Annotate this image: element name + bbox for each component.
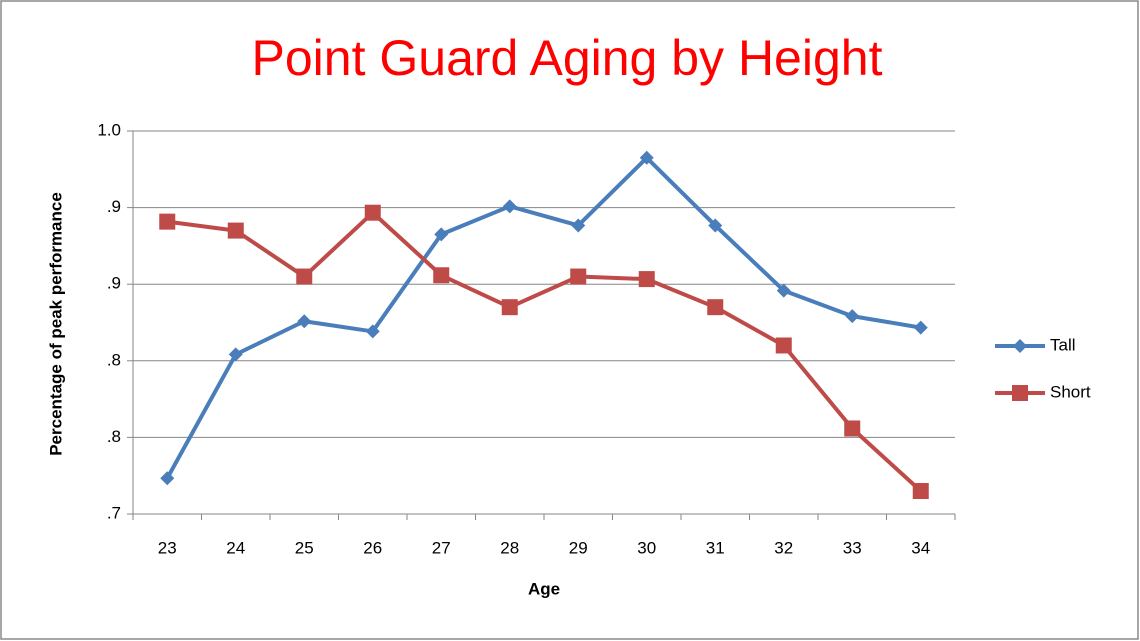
marker: [159, 213, 176, 230]
marker: [364, 204, 381, 221]
marker: [708, 218, 723, 233]
y-tick-label: .9: [107, 197, 121, 216]
marker: [845, 309, 860, 324]
x-axis-title: Age: [528, 579, 560, 598]
marker: [707, 299, 724, 316]
marker: [638, 271, 655, 288]
marker: [776, 283, 791, 298]
x-tick-label: 28: [500, 538, 519, 557]
marker: [639, 150, 654, 165]
x-tick-label: 25: [295, 538, 314, 557]
marker: [571, 218, 586, 233]
legend-label: Short: [1050, 382, 1091, 401]
x-tick-label: 23: [158, 538, 177, 557]
series-line: [166, 210, 923, 493]
marker: [365, 324, 380, 339]
marker: [228, 347, 243, 362]
marker: [296, 268, 313, 285]
x-tick-label: 24: [226, 538, 245, 557]
marker: [912, 483, 929, 500]
marker: [434, 227, 449, 242]
y-tick-label: .7: [107, 503, 121, 522]
marker: [501, 299, 518, 316]
marker: [775, 337, 792, 354]
y-axis-title: Percentage of peak performance: [46, 192, 65, 456]
y-tick-label: .8: [107, 427, 121, 446]
x-tick-label: 33: [843, 538, 862, 557]
marker: [502, 199, 517, 214]
marker: [844, 420, 861, 437]
marker: [913, 320, 928, 335]
x-tick-label: 32: [774, 538, 793, 557]
chart-title: Point Guard Aging by Height: [252, 30, 883, 86]
marker: [433, 267, 450, 284]
marker: [160, 471, 175, 486]
x-tick-label: 29: [569, 538, 588, 557]
x-tick-label: 27: [432, 538, 451, 557]
y-tick-label: .9: [107, 274, 121, 293]
marker: [297, 314, 312, 329]
legend-marker: [1012, 385, 1028, 401]
x-tick-label: 31: [706, 538, 725, 557]
y-tick-label: 1.0: [97, 120, 121, 139]
x-tick-label: 34: [911, 538, 930, 557]
legend-label: Tall: [1050, 335, 1076, 354]
marker: [227, 222, 244, 239]
x-tick-label: 30: [637, 538, 656, 557]
y-tick-label: .8: [107, 350, 121, 369]
legend-marker: [1013, 339, 1027, 353]
x-tick-label: 26: [363, 538, 382, 557]
series-line: [165, 155, 922, 480]
marker: [570, 268, 587, 285]
